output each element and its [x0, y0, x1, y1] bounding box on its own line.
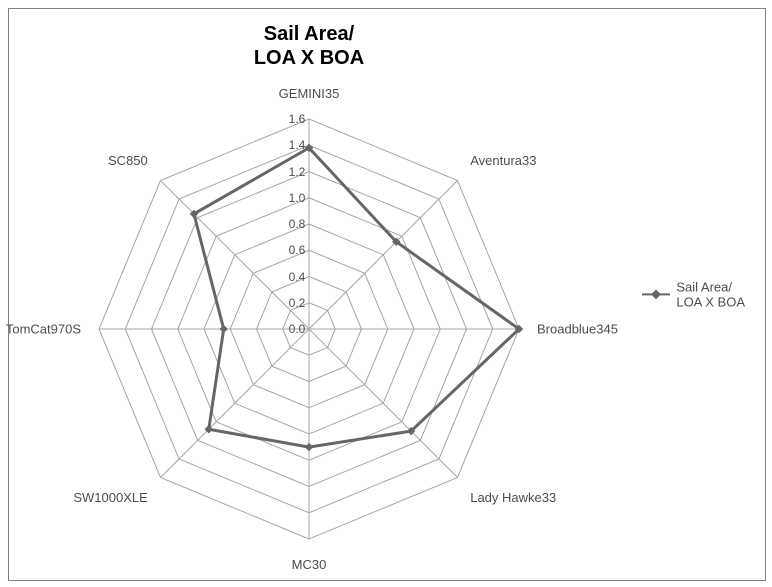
- category-label: GEMINI35: [279, 86, 340, 101]
- tick-label: 0.0: [289, 322, 306, 336]
- category-label: TomCat970S: [6, 322, 81, 337]
- tick-label: 0.6: [289, 243, 306, 257]
- tick-label: 0.8: [289, 217, 306, 231]
- category-label: Broadblue345: [537, 322, 618, 337]
- category-label: Lady Hawke33: [470, 490, 556, 505]
- legend: Sail Area/ LOA X BOA: [642, 279, 745, 310]
- category-label: MC30: [292, 557, 327, 572]
- legend-label-line2: LOA X BOA: [676, 295, 745, 310]
- legend-marker-icon: [642, 294, 670, 296]
- category-label: Aventura33: [470, 153, 536, 168]
- tick-label: 0.2: [289, 296, 306, 310]
- category-label: SC850: [108, 153, 148, 168]
- tick-label: 1.0: [289, 191, 306, 205]
- tick-label: 0.4: [289, 270, 306, 284]
- tick-label: 1.4: [289, 138, 306, 152]
- chart-frame: Sail Area/ LOA X BOA 0.0 0.2 0.4 0.6 0.8 1.0 1…: [8, 8, 766, 581]
- tick-label: 1.6: [289, 112, 306, 126]
- legend-text: Sail Area/ LOA X BOA: [676, 279, 745, 310]
- category-label: SW1000XLE: [73, 490, 147, 505]
- tick-label: 1.2: [289, 165, 306, 179]
- legend-label-line1: Sail Area/: [676, 279, 732, 294]
